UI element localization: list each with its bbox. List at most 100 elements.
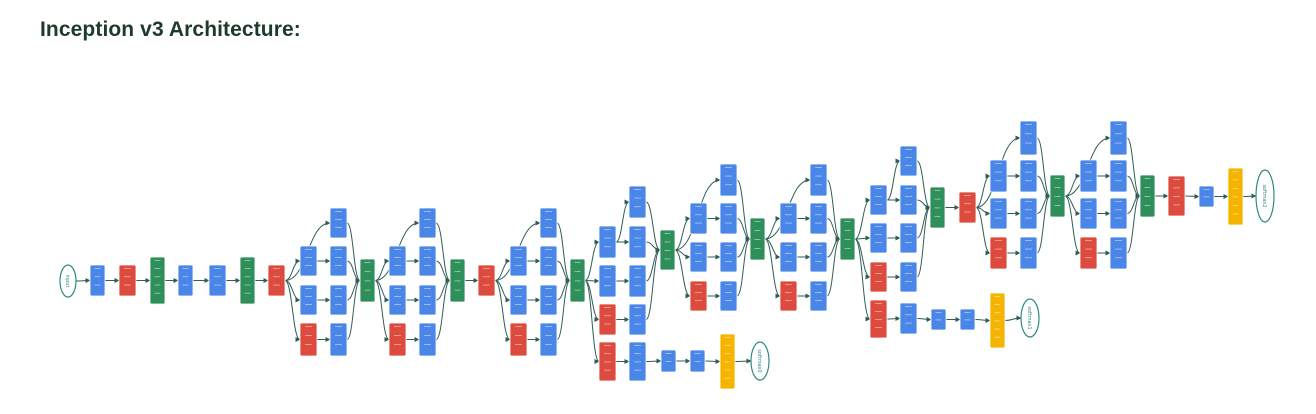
- conv-layer-39: [628, 264, 647, 298]
- flow-arrow: [736, 236, 751, 297]
- conv-layer-22: [418, 322, 437, 357]
- conv-layer-54: [809, 163, 828, 197]
- concat-layer-91: [1139, 174, 1156, 218]
- concat-layer-3: [149, 256, 166, 305]
- conv-layer-19: [388, 284, 407, 316]
- flow-arrow: [284, 280, 301, 342]
- concat-layer-71: [929, 186, 946, 229]
- conv-layer-17: [388, 245, 407, 277]
- conv-layer-16: [418, 207, 437, 239]
- pool-layer-89: [1079, 236, 1098, 270]
- flow-arrow: [374, 280, 390, 342]
- flow-arrow: [1184, 193, 1200, 199]
- conv-layer-25: [539, 207, 558, 239]
- flow-arrow: [764, 238, 781, 299]
- conv-layer-27: [539, 245, 558, 277]
- flow-arrow: [1242, 193, 1257, 199]
- conv-layer-50: [719, 241, 738, 273]
- flow-arrow: [854, 235, 871, 241]
- softmax-layer-74: [989, 292, 1006, 349]
- flow-arrow: [374, 258, 390, 281]
- flow-arrow: [584, 239, 600, 281]
- flow-arrow: [494, 258, 511, 281]
- concat-layer-83: [1049, 174, 1066, 218]
- softmax-layer-45: [719, 333, 736, 390]
- flow-arrow: [854, 238, 871, 322]
- conv-layer-90: [1109, 236, 1128, 270]
- flow-arrow: [764, 216, 781, 240]
- conv-layer-44: [689, 349, 706, 373]
- pool-layer-92: [1167, 175, 1186, 217]
- pool-layer-7: [267, 264, 286, 297]
- conv-layer-11: [299, 284, 318, 316]
- pool-layer-64: [869, 261, 888, 293]
- flow-arrow: [75, 278, 91, 284]
- aux1-output-node: softmax0: [750, 341, 770, 381]
- flow-arrow: [645, 247, 661, 282]
- conv-layer-82: [1019, 236, 1038, 270]
- conv-layer-84: [1109, 120, 1128, 156]
- aux2-output-node: softmax1: [1020, 298, 1040, 338]
- pool-layer-13: [299, 322, 318, 357]
- pool-layer-21: [388, 322, 407, 357]
- conv-layer-93: [1198, 185, 1215, 208]
- flow-arrow: [674, 249, 691, 299]
- conv-layer-73: [959, 308, 976, 331]
- conv-layer-38: [628, 225, 647, 259]
- softmax-layer-94: [1227, 167, 1244, 226]
- flow-arrow: [584, 280, 600, 364]
- conv-layer-79: [989, 197, 1008, 230]
- flow-arrow: [584, 278, 600, 284]
- flow-arrow: [1004, 315, 1022, 321]
- flow-arrow: [916, 205, 931, 239]
- flow-arrow: [284, 258, 301, 281]
- conv-layer-70: [899, 302, 918, 335]
- flow-arrow: [645, 358, 662, 364]
- main-output-label: softmax2: [1261, 184, 1267, 207]
- conv-layer-18: [418, 245, 437, 277]
- pool-layer-36: [598, 341, 617, 382]
- flow-arrow: [734, 358, 752, 364]
- conv-layer-60: [809, 280, 828, 312]
- input-node-label: input: [64, 275, 70, 288]
- flow-arrow: [704, 358, 721, 364]
- conv-layer-72: [930, 308, 947, 331]
- conv-layer-40: [628, 303, 647, 336]
- conv-layer-4: [177, 264, 194, 297]
- conv-layer-14: [329, 322, 348, 357]
- flow-arrow: [645, 247, 661, 320]
- conv-layer-1: [89, 264, 106, 297]
- flow-arrow: [886, 158, 901, 201]
- conv-layer-43: [660, 349, 677, 373]
- conv-layer-68: [899, 222, 918, 254]
- conv-layer-9: [299, 245, 318, 277]
- conv-layer-46: [719, 163, 738, 197]
- conv-layer-86: [1109, 159, 1128, 193]
- flow-arrow: [1126, 193, 1141, 254]
- conv-layer-12: [329, 284, 348, 316]
- flow-arrow: [854, 197, 871, 240]
- conv-layer-57: [779, 241, 798, 273]
- concat-layer-15: [359, 258, 376, 303]
- flow-arrow: [584, 280, 600, 322]
- conv-layer-5: [208, 264, 227, 297]
- conv-layer-31: [539, 322, 558, 357]
- conv-layer-58: [809, 241, 828, 273]
- flow-arrow: [1064, 195, 1081, 256]
- concat-layer-23: [449, 258, 466, 303]
- conv-layer-80: [1019, 197, 1038, 230]
- conv-layer-49: [689, 241, 708, 273]
- conv-layer-85: [1079, 159, 1098, 193]
- flow-arrow: [1036, 193, 1051, 254]
- flow-arrow: [886, 316, 901, 322]
- input-node: input: [59, 264, 77, 298]
- flow-arrow: [494, 280, 511, 342]
- flow-arrow: [615, 199, 630, 243]
- conv-layer-34: [598, 264, 617, 298]
- conv-layer-26: [509, 245, 528, 277]
- main-output-node: softmax2: [1255, 169, 1275, 223]
- conv-layer-8: [329, 207, 348, 239]
- conv-layer-78: [1019, 159, 1038, 193]
- conv-layer-29: [539, 284, 558, 316]
